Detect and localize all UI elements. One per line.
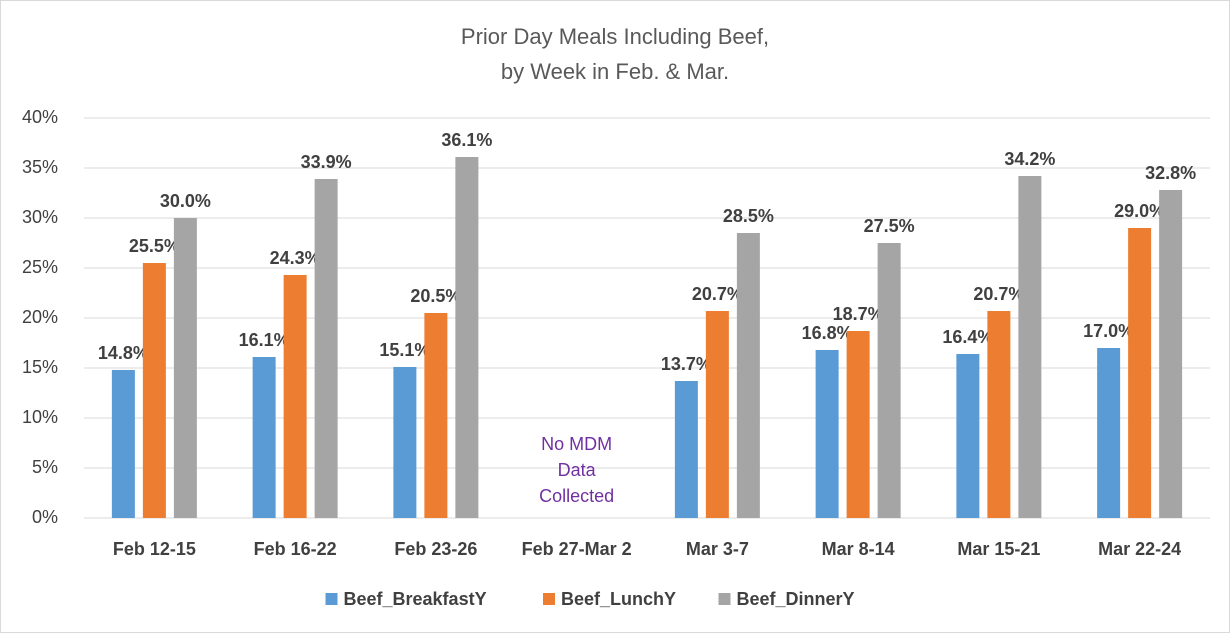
bar: [705, 311, 729, 518]
data-label: 28.5%: [723, 206, 774, 226]
data-label: 14.8%: [98, 343, 149, 363]
x-tick-label: Feb 16-22: [254, 539, 337, 559]
bar: [1097, 348, 1121, 518]
data-label: 29.0%: [1114, 201, 1165, 221]
bar: [424, 313, 448, 518]
y-tick-label: 40%: [22, 107, 58, 127]
legend-label: Beef_DinnerY: [737, 589, 855, 609]
bar: [736, 233, 760, 518]
data-label: 33.9%: [301, 152, 352, 172]
bar: [815, 350, 839, 518]
y-tick-label: 5%: [32, 457, 58, 477]
data-label: 13.7%: [661, 354, 712, 374]
data-label: 27.5%: [864, 216, 915, 236]
bar: [111, 370, 135, 518]
bar: [283, 275, 307, 518]
bar: [674, 381, 698, 518]
y-tick-label: 15%: [22, 357, 58, 377]
bar: [393, 367, 417, 518]
y-tick-label: 20%: [22, 307, 58, 327]
x-tick-label: Feb 23-26: [394, 539, 477, 559]
data-label: 32.8%: [1145, 163, 1196, 183]
x-tick-label: Feb 12-15: [113, 539, 196, 559]
chart-title: by Week in Feb. & Mar.: [501, 59, 729, 84]
annotation: Data: [558, 460, 597, 480]
bar: [1018, 176, 1042, 518]
data-label: 24.3%: [270, 248, 321, 268]
annotation: Collected: [539, 486, 614, 506]
legend-label: Beef_LunchY: [561, 589, 676, 609]
bar: [252, 357, 276, 518]
y-tick-label: 35%: [22, 157, 58, 177]
bar: [1128, 228, 1152, 518]
legend-swatch: [543, 593, 555, 605]
x-tick-label: Feb 27-Mar 2: [522, 539, 632, 559]
data-label: 18.7%: [833, 304, 884, 324]
bar: [142, 263, 166, 518]
data-label: 30.0%: [160, 191, 211, 211]
bar: [987, 311, 1011, 518]
x-tick-label: Mar 22-24: [1098, 539, 1181, 559]
data-label: 20.5%: [410, 286, 461, 306]
bar: [314, 179, 338, 518]
bar: [1159, 190, 1183, 518]
x-tick-label: Mar 15-21: [957, 539, 1040, 559]
chart-title: Prior Day Meals Including Beef,: [461, 24, 769, 49]
bar: [173, 218, 197, 518]
y-tick-label: 10%: [22, 407, 58, 427]
legend-label: Beef_BreakfastY: [344, 589, 487, 609]
data-label: 16.4%: [942, 327, 993, 347]
data-label: 25.5%: [129, 236, 180, 256]
bar: [455, 157, 479, 518]
legend-swatch: [325, 593, 338, 605]
y-tick-label: 30%: [22, 207, 58, 227]
annotation: No MDM: [541, 434, 612, 454]
bar: [956, 354, 980, 518]
bar: [877, 243, 901, 518]
x-tick-label: Mar 8-14: [822, 539, 895, 559]
data-label: 16.1%: [239, 330, 290, 350]
y-tick-label: 0%: [32, 507, 58, 527]
data-label: 16.8%: [802, 323, 853, 343]
legend-swatch: [718, 593, 731, 605]
data-label: 36.1%: [441, 130, 492, 150]
x-tick-label: Mar 3-7: [686, 539, 749, 559]
data-label: 20.7%: [973, 284, 1024, 304]
bar: [846, 331, 870, 518]
y-tick-label: 25%: [22, 257, 58, 277]
data-label: 17.0%: [1083, 321, 1134, 341]
data-label: 34.2%: [1004, 149, 1055, 169]
data-label: 20.7%: [692, 284, 743, 304]
data-label: 15.1%: [379, 340, 430, 360]
